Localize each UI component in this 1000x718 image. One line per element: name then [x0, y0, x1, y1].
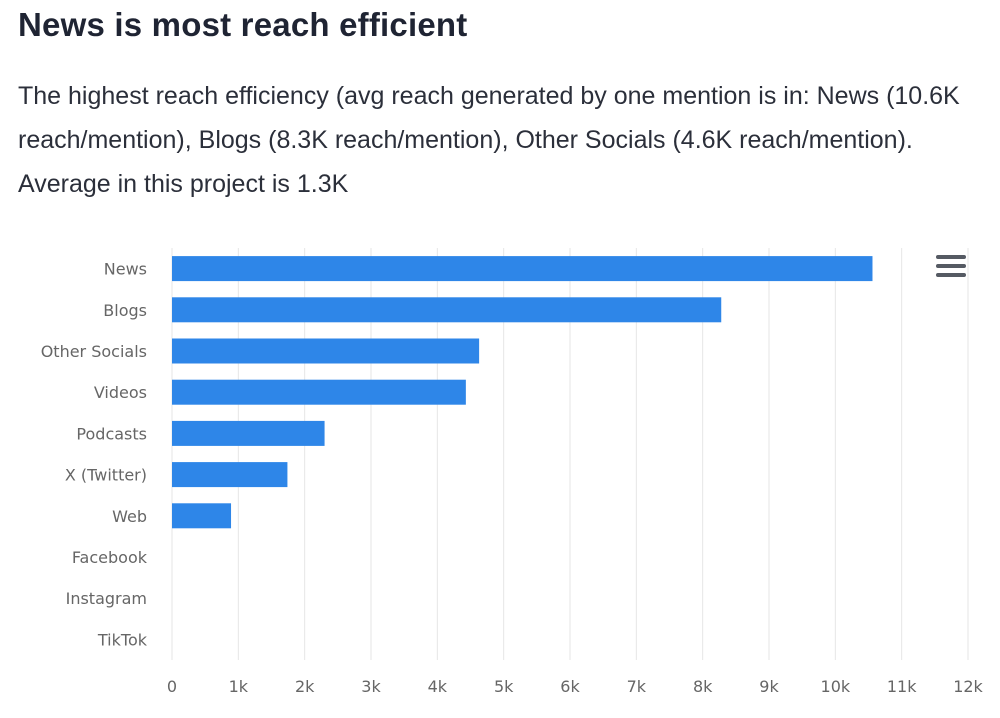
x-tick-label: 12k: [953, 677, 983, 696]
bar-other-socials: [172, 338, 480, 364]
x-tick-label: 10k: [821, 677, 851, 696]
bar-web: [172, 503, 232, 529]
hamburger-menu-icon-bar: [936, 273, 966, 277]
bar-chart-svg: News Blogs Other Socials Videos Podcasts X (T…: [41, 248, 984, 696]
x-tick-label: 11k: [887, 677, 917, 696]
chart-menu-button[interactable]: [936, 255, 966, 281]
category-label: Instagram: [66, 589, 147, 608]
x-tick-label: 1k: [229, 677, 249, 696]
hamburger-menu-icon: [936, 255, 966, 259]
category-label: Podcasts: [76, 424, 147, 443]
x-tick-label: 9k: [759, 677, 779, 696]
x-tick-label: 2k: [295, 677, 315, 696]
category-label: News: [104, 260, 147, 279]
x-tick-label: 6k: [560, 677, 580, 696]
x-tick-label: 0: [167, 677, 177, 696]
category-label: Blogs: [103, 301, 147, 320]
chart-subtitle: The highest reach efficiency (avg reach …: [18, 82, 960, 198]
x-tick-label: 4k: [428, 677, 448, 696]
bar-blogs: [172, 297, 722, 323]
bar-news: [172, 256, 873, 282]
category-label: Other Socials: [41, 342, 147, 361]
x-tick-label: 3k: [361, 677, 381, 696]
x-tick-label: 5k: [494, 677, 514, 696]
bar-chart: News Blogs Other Socials Videos Podcasts X (T…: [0, 230, 1000, 713]
chart-title: News is most reach efficient: [18, 6, 468, 43]
category-label: Videos: [94, 383, 147, 402]
x-tick-label: 7k: [627, 677, 647, 696]
hamburger-menu-icon-bar: [936, 264, 966, 268]
category-label: Facebook: [72, 548, 148, 567]
bar-videos: [172, 379, 466, 405]
category-label: Web: [112, 507, 147, 526]
category-label: X (Twitter): [65, 466, 147, 485]
bar-podcasts: [172, 420, 325, 446]
category-label: TikTok: [97, 630, 148, 649]
bars: [172, 256, 873, 529]
x-axis-tick-labels: 0 1k 2k 3k 4k 5k 6k 7k 8k 9k 10k 11k 12k: [167, 677, 984, 696]
category-labels: News Blogs Other Socials Videos Podcasts X (T…: [41, 260, 148, 650]
x-tick-label: 8k: [693, 677, 713, 696]
bar-x-twitter: [172, 462, 288, 488]
